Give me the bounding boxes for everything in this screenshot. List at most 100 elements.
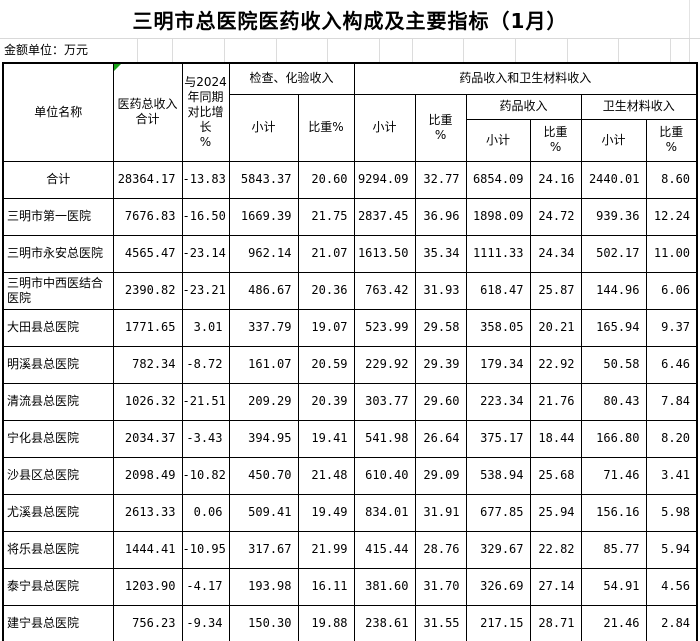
cell-drug-material-pct: 26.64 <box>414 419 467 458</box>
cell-total-revenue: 1203.90 <box>112 567 183 606</box>
header-drug-material-proportion: 比重 % <box>414 93 467 162</box>
cell-drug-pct: 24.16 <box>529 160 582 199</box>
header-material-income: 卫生材料收入 <box>580 93 698 120</box>
cell-drug-material-pct: 29.09 <box>414 456 467 495</box>
cell-exam-pct: 21.99 <box>297 530 355 569</box>
cell-material-pct: 2.84 <box>645 604 698 641</box>
cell-drug-pct: 20.21 <box>529 308 582 347</box>
cell-material-pct: 6.46 <box>645 345 698 384</box>
cell-drug-subtotal: 179.34 <box>465 345 531 384</box>
cell-unit-name: 尤溪县总医院 <box>2 493 114 532</box>
cell-material-subtotal: 502.17 <box>580 234 647 273</box>
cell-drug-pct: 27.14 <box>529 567 582 606</box>
cell-drug-material-subtotal: 834.01 <box>353 493 416 532</box>
cell-total-revenue: 1026.32 <box>112 382 183 421</box>
cell-drug-material-pct: 31.93 <box>414 271 467 310</box>
cell-material-subtotal: 54.91 <box>580 567 647 606</box>
cell-drug-material-subtotal: 2837.45 <box>353 197 416 236</box>
cell-drug-material-subtotal: 541.98 <box>353 419 416 458</box>
cell-drug-subtotal: 1898.09 <box>465 197 531 236</box>
cell-total-revenue: 7676.83 <box>112 197 183 236</box>
cell-drug-pct: 24.34 <box>529 234 582 273</box>
grid-line <box>224 39 225 62</box>
cell-material-pct: 3.41 <box>645 456 698 495</box>
cell-drug-material-pct: 29.58 <box>414 308 467 347</box>
grid-line <box>689 39 690 62</box>
cell-exam-pct: 20.36 <box>297 271 355 310</box>
cell-drug-subtotal: 618.47 <box>465 271 531 310</box>
cell-material-subtotal: 144.96 <box>580 271 647 310</box>
table-row: 泰宁县总医院 1203.90 -4.17 193.98 16.11 381.60… <box>2 567 698 606</box>
cell-drug-material-pct: 28.76 <box>414 530 467 569</box>
cell-exam-pct: 19.49 <box>297 493 355 532</box>
cell-material-pct: 8.20 <box>645 419 698 458</box>
cell-material-pct: 5.94 <box>645 530 698 569</box>
cell-material-subtotal: 165.94 <box>580 308 647 347</box>
cell-material-pct: 8.60 <box>645 160 698 199</box>
cell-drug-pct: 25.87 <box>529 271 582 310</box>
title-row: 三明市总医院医药收入构成及主要指标（1月） <box>0 0 700 38</box>
table-row: 大田县总医院 1771.65 3.01 337.79 19.07 523.99 … <box>2 308 698 347</box>
cell-material-subtotal: 21.46 <box>580 604 647 641</box>
cell-material-pct: 6.06 <box>645 271 698 310</box>
cell-drug-material-subtotal: 229.92 <box>353 345 416 384</box>
cell-yoy-growth: -13.83 <box>181 160 230 199</box>
cell-unit-name: 宁化县总医院 <box>2 419 114 458</box>
cell-drug-material-subtotal: 763.42 <box>353 271 416 310</box>
cell-yoy-growth: 3.01 <box>181 308 230 347</box>
cell-drug-pct: 25.94 <box>529 493 582 532</box>
cell-material-subtotal: 166.80 <box>580 419 647 458</box>
cell-material-pct: 4.56 <box>645 567 698 606</box>
cell-drug-material-subtotal: 303.77 <box>353 382 416 421</box>
cell-unit-name: 合计 <box>2 160 114 199</box>
cell-material-subtotal: 939.36 <box>580 197 647 236</box>
cell-drug-pct: 25.68 <box>529 456 582 495</box>
cell-drug-material-pct: 29.39 <box>414 345 467 384</box>
cell-yoy-growth: -16.50 <box>181 197 230 236</box>
cell-drug-pct: 18.44 <box>529 419 582 458</box>
cell-drug-material-pct: 29.60 <box>414 382 467 421</box>
excel-error-marker-icon <box>114 64 121 71</box>
cell-total-revenue: 1444.41 <box>112 530 183 569</box>
cell-exam-subtotal: 450.70 <box>228 456 299 495</box>
cell-drug-subtotal: 1111.33 <box>465 234 531 273</box>
cell-drug-subtotal: 217.15 <box>465 604 531 641</box>
cell-exam-subtotal: 317.67 <box>228 530 299 569</box>
cell-drug-material-pct: 31.91 <box>414 493 467 532</box>
cell-exam-subtotal: 193.98 <box>228 567 299 606</box>
cell-material-subtotal: 50.58 <box>580 345 647 384</box>
cell-exam-subtotal: 1669.39 <box>228 197 299 236</box>
cell-drug-subtotal: 223.34 <box>465 382 531 421</box>
cell-drug-material-subtotal: 238.61 <box>353 604 416 641</box>
cell-exam-pct: 20.39 <box>297 382 355 421</box>
cell-total-revenue: 2390.82 <box>112 271 183 310</box>
cell-exam-subtotal: 394.95 <box>228 419 299 458</box>
header-drug-subtotal: 小计 <box>465 118 531 162</box>
grid-line <box>276 39 277 62</box>
table-row: 建宁县总医院 756.23 -9.34 150.30 19.88 238.61 … <box>2 604 698 641</box>
cell-drug-material-subtotal: 415.44 <box>353 530 416 569</box>
table-row: 明溪县总医院 782.34 -8.72 161.07 20.59 229.92 … <box>2 345 698 384</box>
table-row-total: 合计 28364.17 -13.83 5843.37 20.60 9294.09… <box>2 160 698 199</box>
cell-unit-name: 将乐县总医院 <box>2 530 114 569</box>
cell-exam-subtotal: 209.29 <box>228 382 299 421</box>
header-yoy-growth: 与2024 年同期 对比增 长 % <box>181 62 230 162</box>
table-row: 三明市第一医院 7676.83 -16.50 1669.39 21.75 283… <box>2 197 698 236</box>
cell-total-revenue: 4565.47 <box>112 234 183 273</box>
cell-drug-material-pct: 32.77 <box>414 160 467 199</box>
grid-line <box>172 39 173 62</box>
cell-exam-pct: 21.75 <box>297 197 355 236</box>
table-row: 清流县总医院 1026.32 -21.51 209.29 20.39 303.7… <box>2 382 698 421</box>
cell-material-pct: 11.00 <box>645 234 698 273</box>
cell-yoy-growth: -9.34 <box>181 604 230 641</box>
grid-line <box>379 39 380 62</box>
grid-line <box>670 39 671 62</box>
cell-drug-subtotal: 375.17 <box>465 419 531 458</box>
header-exam-proportion: 比重% <box>297 93 355 162</box>
cell-yoy-growth: 0.06 <box>181 493 230 532</box>
cell-material-pct: 9.37 <box>645 308 698 347</box>
cell-exam-subtotal: 962.14 <box>228 234 299 273</box>
cell-drug-pct: 21.76 <box>529 382 582 421</box>
grid-line <box>689 0 690 38</box>
